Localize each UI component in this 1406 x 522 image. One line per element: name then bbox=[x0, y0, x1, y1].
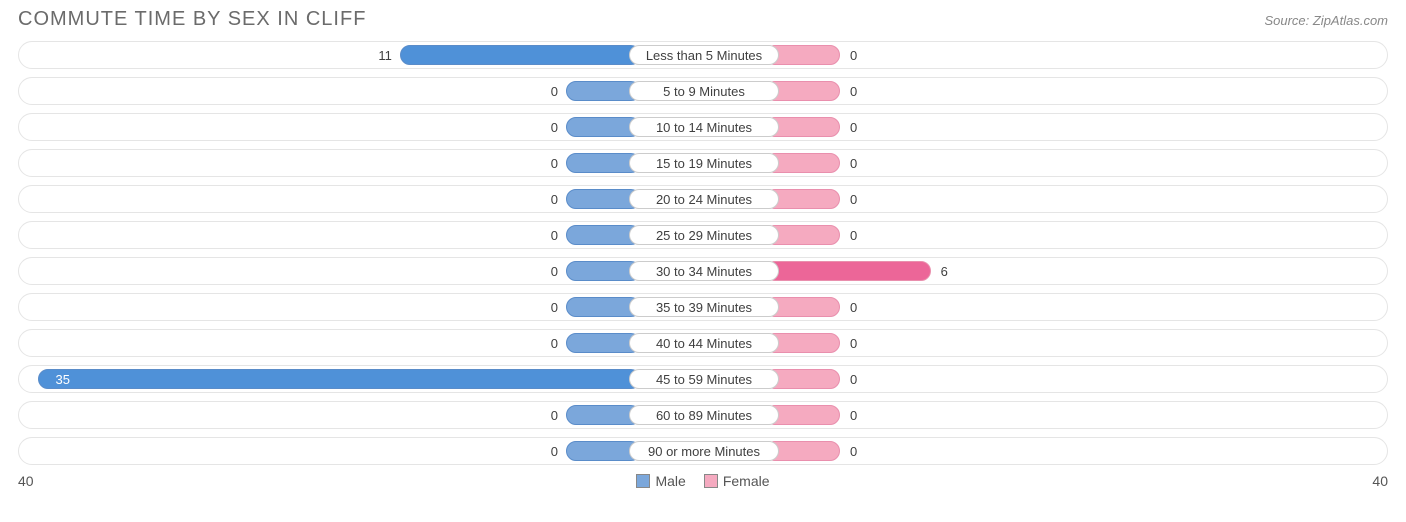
chart-row: 40 to 44 Minutes 0 0 bbox=[18, 329, 1388, 357]
chart-row: Less than 5 Minutes 11 0 bbox=[18, 41, 1388, 69]
chart-row: 30 to 34 Minutes 0 6 bbox=[18, 257, 1388, 285]
legend-item: Male bbox=[636, 473, 685, 489]
chart-row: 25 to 29 Minutes 0 0 bbox=[18, 221, 1388, 249]
male-value: 0 bbox=[528, 333, 564, 353]
category-pill: 25 to 29 Minutes bbox=[629, 225, 779, 245]
female-value: 0 bbox=[844, 369, 880, 389]
legend-label: Male bbox=[655, 473, 685, 489]
axis-left-max: 40 bbox=[18, 473, 34, 489]
chart-row: 20 to 24 Minutes 0 0 bbox=[18, 185, 1388, 213]
category-pill: 90 or more Minutes bbox=[629, 441, 779, 461]
male-value: 35 bbox=[46, 369, 86, 389]
female-value: 0 bbox=[844, 45, 880, 65]
male-value: 11 bbox=[362, 45, 398, 65]
category-pill: 10 to 14 Minutes bbox=[629, 117, 779, 137]
legend: Male Female bbox=[636, 473, 769, 489]
chart-row: 60 to 89 Minutes 0 0 bbox=[18, 401, 1388, 429]
male-value: 0 bbox=[528, 81, 564, 101]
axis-right-max: 40 bbox=[1372, 473, 1388, 489]
chart-row: 5 to 9 Minutes 0 0 bbox=[18, 77, 1388, 105]
chart-row: 35 to 39 Minutes 0 0 bbox=[18, 293, 1388, 321]
category-pill: 45 to 59 Minutes bbox=[629, 369, 779, 389]
male-value: 0 bbox=[528, 297, 564, 317]
male-bar bbox=[400, 45, 641, 65]
male-value: 0 bbox=[528, 261, 564, 281]
category-pill: 20 to 24 Minutes bbox=[629, 189, 779, 209]
chart-row: 15 to 19 Minutes 0 0 bbox=[18, 149, 1388, 177]
chart-row: 90 or more Minutes 0 0 bbox=[18, 437, 1388, 465]
female-value: 0 bbox=[844, 405, 880, 425]
female-value: 0 bbox=[844, 117, 880, 137]
female-value: 0 bbox=[844, 441, 880, 461]
category-pill: 15 to 19 Minutes bbox=[629, 153, 779, 173]
male-bar bbox=[38, 369, 642, 389]
male-value: 0 bbox=[528, 153, 564, 173]
legend-swatch bbox=[704, 474, 718, 488]
female-value: 0 bbox=[844, 189, 880, 209]
chart-row: 10 to 14 Minutes 0 0 bbox=[18, 113, 1388, 141]
male-value: 0 bbox=[528, 405, 564, 425]
category-pill: 60 to 89 Minutes bbox=[629, 405, 779, 425]
category-pill: 5 to 9 Minutes bbox=[629, 81, 779, 101]
legend-swatch bbox=[636, 474, 650, 488]
female-value: 0 bbox=[844, 297, 880, 317]
legend-item: Female bbox=[704, 473, 770, 489]
female-bar bbox=[765, 261, 931, 281]
chart-row: 45 to 59 Minutes 35 0 bbox=[18, 365, 1388, 393]
female-value: 6 bbox=[935, 261, 971, 281]
male-value: 0 bbox=[528, 117, 564, 137]
chart-footer: 40 Male Female 40 bbox=[18, 473, 1388, 489]
female-value: 0 bbox=[844, 153, 880, 173]
category-pill: Less than 5 Minutes bbox=[629, 45, 779, 65]
category-pill: 40 to 44 Minutes bbox=[629, 333, 779, 353]
male-value: 0 bbox=[528, 225, 564, 245]
chart-header: COMMUTE TIME BY SEX IN CLIFF Source: Zip… bbox=[18, 8, 1388, 31]
male-value: 0 bbox=[528, 441, 564, 461]
female-value: 0 bbox=[844, 225, 880, 245]
male-value: 0 bbox=[528, 189, 564, 209]
category-pill: 35 to 39 Minutes bbox=[629, 297, 779, 317]
female-value: 0 bbox=[844, 81, 880, 101]
chart-source: Source: ZipAtlas.com bbox=[1264, 13, 1388, 28]
chart-rows: Less than 5 Minutes1105 to 9 Minutes0010… bbox=[18, 41, 1388, 465]
female-value: 0 bbox=[844, 333, 880, 353]
commute-chart: COMMUTE TIME BY SEX IN CLIFF Source: Zip… bbox=[0, 0, 1406, 522]
category-pill: 30 to 34 Minutes bbox=[629, 261, 779, 281]
legend-label: Female bbox=[723, 473, 770, 489]
chart-title: COMMUTE TIME BY SEX IN CLIFF bbox=[18, 8, 366, 31]
